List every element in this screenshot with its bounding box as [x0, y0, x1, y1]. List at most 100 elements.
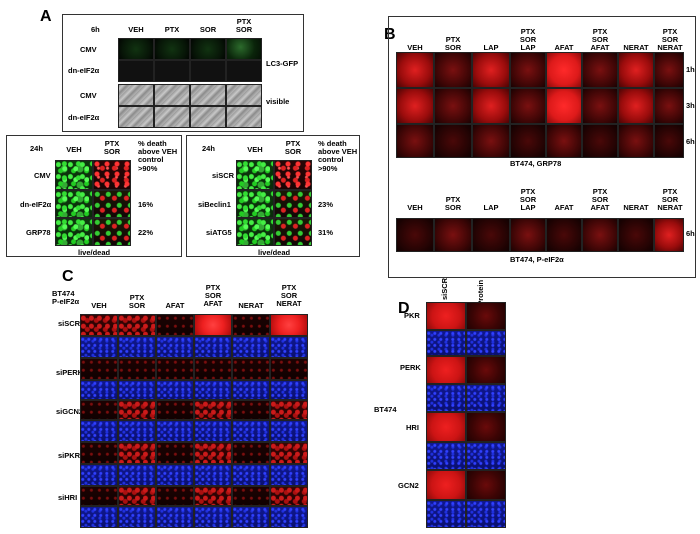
c-row-sigcn2: siGCN2 — [56, 407, 84, 416]
c-row-sipkr: siPKR — [58, 451, 81, 460]
a-sub2-col-veh: VEH — [247, 145, 263, 154]
d-img-r1c1 — [426, 302, 466, 330]
d-img-b4c2 — [466, 500, 506, 528]
c-img-r4c6 — [270, 442, 308, 464]
c-img-r2c4 — [194, 358, 232, 380]
panel-a-col-veh: VEH — [128, 25, 144, 34]
panel-a-side-lc3gfp: LC3-GFP — [266, 59, 299, 68]
b-col-7: NERAT — [623, 43, 649, 52]
a-sub2-img-r3c2 — [274, 218, 312, 246]
b-img-r1c7 — [618, 52, 654, 88]
panel-a-row-cmv-1: CMV — [80, 45, 97, 54]
c-img-b4c2 — [118, 464, 156, 486]
d-img-r2c2 — [466, 356, 506, 384]
c-img-r2c6 — [270, 358, 308, 380]
c-img-r3c4 — [194, 400, 232, 420]
b-col-8: PTX SOR NERAT — [657, 27, 683, 52]
c-img-b3c3 — [156, 420, 194, 442]
b-col-4: PTX SOR LAP — [519, 27, 537, 52]
c-img-r1c4 — [194, 314, 232, 336]
c-img-b2c6 — [270, 380, 308, 400]
b2-col-4: PTX SOR LAP — [519, 187, 537, 212]
c-img-r5c2 — [118, 486, 156, 506]
c-img-r5c1 — [80, 486, 118, 506]
panel-d-letter: D — [398, 300, 410, 317]
panel-a-row-dn-2: dn-eIF2α — [68, 113, 100, 122]
b2-col-2: PTX SOR — [444, 195, 462, 212]
a-img-r1c3 — [190, 38, 226, 60]
b2-col-1: VEH — [407, 203, 423, 212]
b-img-r1c4 — [510, 52, 546, 88]
a-img-r3c3 — [190, 84, 226, 106]
c-img-b1c4 — [194, 336, 232, 358]
c-img-r3c2 — [118, 400, 156, 420]
a-img-r1c2 — [154, 38, 190, 60]
a-sub1-img-r2c2 — [93, 190, 131, 218]
a-sub1-img-r2c1 — [55, 190, 93, 218]
panel-a-time: 6h — [91, 25, 100, 34]
c-img-b2c2 — [118, 380, 156, 400]
b-img-r2c1 — [396, 88, 434, 124]
b-img-r1c1 — [396, 52, 434, 88]
c-img-b2c5 — [232, 380, 270, 400]
c-col-1: VEH — [91, 301, 107, 310]
a-sub1-val-2: 16% — [138, 200, 154, 209]
a-img-r3c4 — [226, 84, 262, 106]
d-img-b2c2 — [466, 384, 506, 412]
c-img-r2c5 — [232, 358, 270, 380]
a-sub2-header: % death above VEH control — [318, 139, 358, 164]
a-img-r4c2 — [154, 106, 190, 128]
b-col-3: LAP — [483, 43, 499, 52]
c-img-r3c6 — [270, 400, 308, 420]
b2-col-5: AFAT — [554, 203, 574, 212]
c-img-r5c6 — [270, 486, 308, 506]
c-col-6: PTX SOR NERAT — [276, 283, 302, 308]
c-img-r4c5 — [232, 442, 270, 464]
b2-img-c2 — [434, 218, 472, 252]
a-sub2-val-1: >90% — [318, 164, 338, 173]
b-img-r1c3 — [472, 52, 510, 88]
a-img-r2c4 — [226, 60, 262, 82]
c-img-b3c2 — [118, 420, 156, 442]
panel-a-sub1-box — [6, 135, 182, 257]
b2-img-c3 — [472, 218, 510, 252]
a-img-r2c1 — [118, 60, 154, 82]
a-sub2-row-siatg5: siATG5 — [206, 228, 232, 237]
c-img-b5c4 — [194, 506, 232, 528]
c-cell-line: BT474 P-eIF2α — [52, 289, 80, 306]
a-sub2-img-r1c2 — [274, 160, 312, 190]
a-sub2-time: 24h — [202, 144, 215, 153]
c-img-r2c2 — [118, 358, 156, 380]
c-col-4: PTX SOR AFAT — [203, 283, 223, 308]
c-img-b4c4 — [194, 464, 232, 486]
c-row-siscr: siSCR — [58, 319, 81, 328]
c-img-b5c6 — [270, 506, 308, 528]
a-img-r4c1 — [118, 106, 154, 128]
b-img-r3c2 — [434, 124, 472, 158]
d-row-hri: HRI — [406, 423, 419, 432]
a-sub1-img-r1c2 — [93, 160, 131, 190]
b-time-1h: 1h — [686, 65, 695, 74]
c-img-b1c5 — [232, 336, 270, 358]
c-img-r4c4 — [194, 442, 232, 464]
b-col-5: AFAT — [554, 43, 574, 52]
c-img-r1c2 — [118, 314, 156, 336]
c-img-r3c3 — [156, 400, 194, 420]
c-img-b2c3 — [156, 380, 194, 400]
b2-col-7: NERAT — [623, 203, 649, 212]
c-img-r1c6 — [270, 314, 308, 336]
a-sub2-img-r2c1 — [236, 190, 274, 218]
b2-col-3: LAP — [483, 203, 499, 212]
a-sub1-header: % death above VEH control — [138, 139, 178, 164]
d-row-perk: PERK — [400, 363, 421, 372]
c-img-b4c6 — [270, 464, 308, 486]
b2-img-c1 — [396, 218, 434, 252]
a-img-r4c4 — [226, 106, 262, 128]
c-img-b1c6 — [270, 336, 308, 358]
c-img-r4c2 — [118, 442, 156, 464]
c-img-b4c5 — [232, 464, 270, 486]
c-img-b3c1 — [80, 420, 118, 442]
panel-a-letter: A — [40, 8, 52, 25]
c-img-b2c4 — [194, 380, 232, 400]
b-img-r3c1 — [396, 124, 434, 158]
